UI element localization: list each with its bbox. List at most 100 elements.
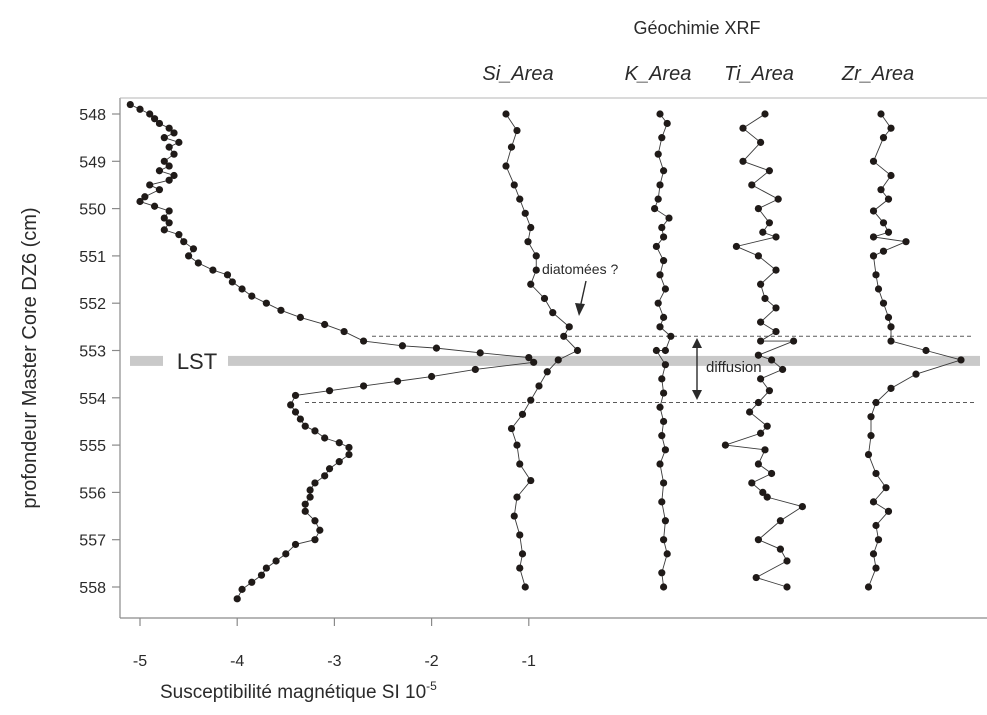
data-point-ti bbox=[757, 429, 765, 437]
data-point-main bbox=[321, 434, 329, 442]
data-point-zr bbox=[884, 228, 893, 236]
data-point-si bbox=[532, 266, 540, 274]
axis-ticks: 548 549 550 551 552 553 554 555 556 557 558 -5 -4 -3 -… bbox=[79, 107, 536, 670]
y-tick-label: 549 bbox=[79, 154, 106, 171]
data-point-zr bbox=[872, 271, 880, 279]
data-point-main bbox=[301, 500, 309, 508]
data-point-main bbox=[277, 306, 285, 314]
x-tick-label: -2 bbox=[424, 653, 438, 670]
data-point-k bbox=[656, 110, 664, 118]
data-point-ti bbox=[748, 181, 756, 189]
data-point-main bbox=[316, 526, 324, 534]
data-point-si bbox=[532, 252, 540, 260]
data-point-main bbox=[525, 353, 533, 362]
data-point-main bbox=[165, 219, 173, 227]
data-point-zr bbox=[902, 238, 910, 246]
data-point-k bbox=[660, 536, 668, 544]
series-line-zr bbox=[868, 113, 963, 588]
data-point-main bbox=[248, 578, 256, 586]
data-point-ti bbox=[757, 138, 765, 146]
data-point-ti bbox=[765, 219, 774, 227]
data-point-k bbox=[661, 285, 670, 293]
data-point-main bbox=[165, 143, 173, 151]
data-point-ti bbox=[783, 557, 791, 565]
data-point-zr bbox=[957, 356, 965, 364]
data-point-main bbox=[359, 337, 368, 345]
data-point-zr bbox=[887, 124, 895, 132]
data-point-main bbox=[150, 115, 159, 123]
data-point-main bbox=[359, 382, 368, 390]
data-point-zr bbox=[884, 507, 893, 515]
data-point-main bbox=[321, 320, 329, 329]
data-point-si bbox=[527, 280, 535, 288]
lst-label: LST bbox=[177, 349, 217, 374]
data-point-main bbox=[155, 186, 164, 194]
data-point-ti bbox=[779, 365, 787, 374]
data-point-si bbox=[565, 323, 573, 331]
x-axis-title-exponent: -5 bbox=[426, 679, 437, 693]
data-point-k bbox=[658, 432, 666, 440]
data-point-ti bbox=[748, 479, 756, 487]
data-point-zr bbox=[884, 195, 893, 203]
series-line-ti bbox=[725, 113, 804, 588]
data-point-k bbox=[658, 569, 666, 577]
x-tick-label: -4 bbox=[230, 653, 244, 670]
data-point-zr bbox=[887, 384, 895, 392]
y-tick-label: 553 bbox=[79, 344, 106, 361]
data-point-k bbox=[665, 214, 673, 222]
data-point-main bbox=[180, 238, 188, 246]
data-point-si bbox=[560, 332, 568, 340]
y-tick-label: 548 bbox=[79, 107, 106, 124]
y-tick-label: 554 bbox=[79, 391, 106, 408]
data-point-main bbox=[393, 377, 402, 385]
data-point-zr bbox=[887, 171, 895, 180]
data-point-ti bbox=[768, 356, 776, 364]
data-point-si bbox=[516, 460, 524, 468]
data-point-ti bbox=[765, 387, 774, 395]
data-point-main bbox=[160, 214, 168, 222]
data-point-k bbox=[663, 119, 671, 128]
data-point-ti bbox=[790, 337, 798, 345]
data-point-main bbox=[194, 259, 202, 267]
data-point-zr bbox=[864, 450, 873, 459]
diatoms-label: diatomées ? bbox=[542, 261, 618, 277]
data-point-main bbox=[272, 557, 280, 565]
series-label-ti: Ti_Area bbox=[724, 63, 794, 85]
data-point-k bbox=[652, 242, 661, 251]
y-axis-title: profondeur Master Core DZ6 (cm) bbox=[19, 207, 41, 508]
data-point-zr bbox=[884, 313, 893, 321]
data-point-ti bbox=[754, 205, 763, 213]
data-point-main bbox=[287, 401, 295, 409]
data-point-ti bbox=[774, 195, 782, 203]
data-point-zr bbox=[872, 398, 880, 407]
data-point-k bbox=[661, 361, 670, 369]
data-point-si bbox=[554, 356, 562, 364]
data-point-ti bbox=[763, 493, 771, 501]
data-point-main bbox=[257, 571, 266, 579]
data-point-k bbox=[660, 257, 668, 265]
data-point-main bbox=[301, 507, 309, 515]
data-point-main bbox=[311, 427, 319, 435]
data-point-main bbox=[126, 100, 134, 109]
data-point-main bbox=[189, 245, 198, 253]
data-point-ti bbox=[761, 294, 769, 303]
data-point-k bbox=[667, 332, 675, 340]
data-point-k bbox=[654, 150, 662, 158]
data-point-ti bbox=[772, 327, 780, 336]
data-point-si bbox=[527, 223, 535, 232]
data-point-si bbox=[510, 181, 518, 189]
data-point-zr bbox=[864, 583, 873, 591]
data-point-zr bbox=[869, 550, 878, 558]
data-point-si bbox=[516, 531, 524, 539]
data-point-main bbox=[141, 193, 149, 201]
data-point-main bbox=[160, 157, 168, 165]
data-point-zr bbox=[869, 498, 878, 506]
y-tick-label: 555 bbox=[79, 438, 106, 455]
data-point-si bbox=[507, 143, 516, 151]
data-point-main bbox=[325, 387, 334, 395]
data-point-main bbox=[428, 372, 436, 381]
data-point-main bbox=[306, 493, 314, 501]
data-point-zr bbox=[869, 252, 878, 260]
data-point-si bbox=[527, 396, 535, 404]
data-point-si bbox=[502, 110, 510, 118]
